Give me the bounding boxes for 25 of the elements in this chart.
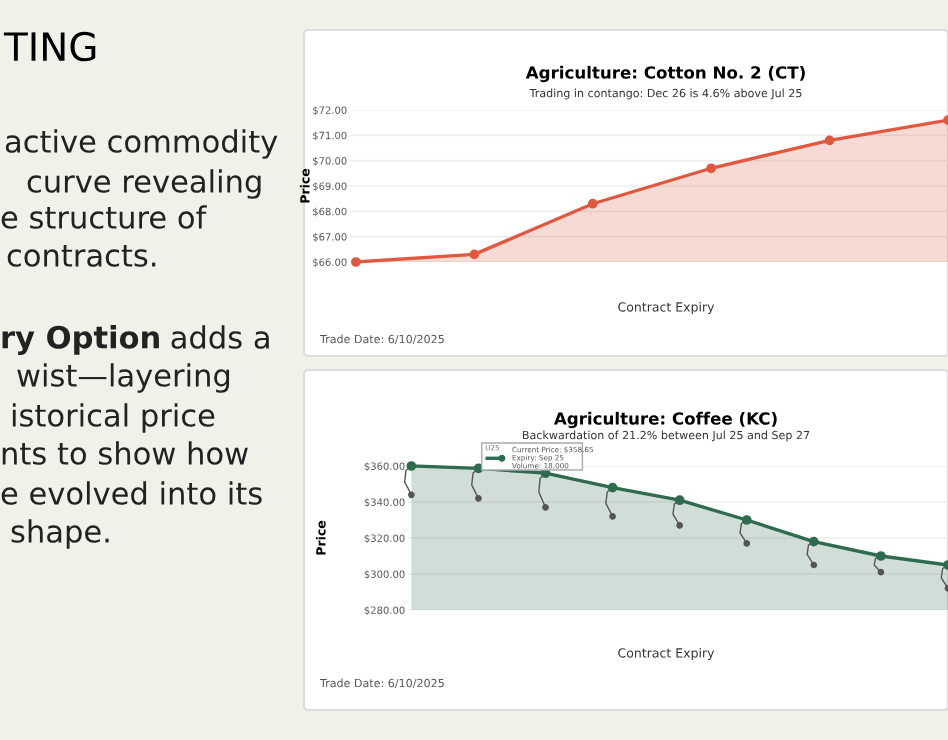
point — [824, 135, 835, 146]
text: curve revealing — [27, 169, 261, 199]
point — [406, 461, 417, 471]
text: TING — [3, 31, 96, 62]
chart-title: Agriculture: Cotton No. 2 (CT) — [525, 65, 805, 83]
text: e structure of — [1, 205, 207, 229]
text: adds a — [171, 325, 269, 349]
text: active commodity — [5, 129, 278, 159]
point — [587, 198, 598, 209]
text: istorical price — [12, 403, 215, 433]
point — [674, 495, 685, 506]
point — [607, 482, 618, 493]
text: shape. — [11, 519, 109, 549]
text: contracts. — [7, 244, 156, 267]
point — [351, 257, 361, 267]
point — [876, 551, 886, 561]
point — [469, 249, 480, 260]
point — [741, 515, 752, 525]
text: nts to show how — [2, 441, 248, 465]
chart-title: Agriculture: Coffee (KC) — [553, 411, 777, 429]
point — [808, 536, 819, 547]
text: e evolved into its — [1, 481, 262, 505]
text: wist—layering — [17, 363, 230, 393]
point — [706, 163, 717, 174]
text: ry Option — [2, 325, 159, 355]
